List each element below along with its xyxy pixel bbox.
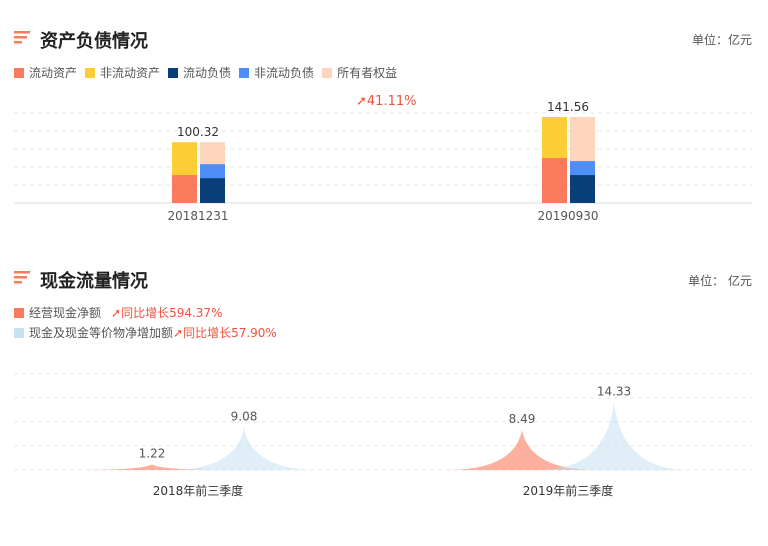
area-peak (169, 427, 319, 470)
legend-item: 现金及现金等价物净增加额 ➚同比增长57.90% (14, 324, 277, 341)
sort-lines-icon (14, 31, 30, 44)
section-title: 资产负债情况 (40, 31, 148, 52)
x-tick-label: 20181231 (167, 209, 228, 223)
data-label: 8.49 (509, 412, 536, 426)
area-peak (447, 430, 597, 470)
legend-item: 所有者权益 (322, 64, 397, 81)
legend-item: 经营现金净额 ➚同比增长594.37% (14, 304, 222, 321)
legend-label: 流动资产 (29, 66, 78, 80)
growth-value: 同比增长594.37% (121, 306, 223, 320)
bar-segment (542, 116, 567, 159)
legend-label: 流动负债 (183, 66, 232, 80)
legend-item: 非流动资产 (85, 64, 160, 81)
bar-segment (570, 175, 595, 203)
cashflow-chart: 1.22 9.08 2018年前三季度 8.49 14.33 2019年前三季度 (14, 373, 752, 498)
growth-value: 41.11% (366, 94, 417, 109)
data-label: 100.32 (177, 125, 219, 139)
bar-segment (172, 175, 197, 203)
area-peak (77, 464, 227, 470)
bar-segment (570, 116, 595, 162)
data-label: 9.08 (231, 409, 258, 423)
legend-item: 流动负债 (168, 64, 231, 81)
bar-segment (172, 142, 197, 176)
bar-segment (200, 142, 225, 165)
legend-label: 非流动负债 (254, 66, 315, 80)
x-tick-label: 2019年前三季度 (523, 483, 614, 498)
bar-segment (570, 161, 595, 176)
growth-label: ➚同比增长594.37% (111, 306, 223, 320)
data-label: 141.56 (547, 100, 589, 114)
legend-label: 现金及现金等价物净增加额 (29, 326, 174, 340)
section-title: 现金流量情况 (40, 271, 148, 292)
bar-segment (200, 178, 225, 203)
area-peak (539, 402, 689, 470)
data-label: 14.33 (597, 385, 631, 399)
legend-label: 非流动资产 (100, 66, 161, 80)
unit-label: 单位： 亿元 (688, 274, 752, 288)
sort-lines-icon (14, 271, 30, 284)
legend-label: 所有者权益 (337, 66, 398, 80)
growth-label: ➚41.11% (356, 94, 417, 109)
unit-label: 单位：亿元 (691, 33, 752, 47)
x-tick-label: 20190930 (537, 209, 598, 223)
legend-label: 经营现金净额 (29, 306, 102, 320)
data-label: 1.22 (139, 446, 166, 460)
legend-item: 非流动负债 (239, 64, 314, 81)
legend-item: 流动资产 (14, 64, 77, 81)
growth-label: ➚同比增长57.90% (173, 326, 277, 340)
x-tick-label: 2018年前三季度 (153, 483, 244, 498)
growth-value: 同比增长57.90% (183, 326, 277, 340)
bar-segment (200, 164, 225, 179)
balance-chart: 100.32 20181231 141.56 20190930 (14, 100, 752, 223)
legend: 流动资产 非流动资产 流动负债 非流动负债 所有者权益 (14, 64, 397, 81)
bar-segment (542, 158, 567, 203)
